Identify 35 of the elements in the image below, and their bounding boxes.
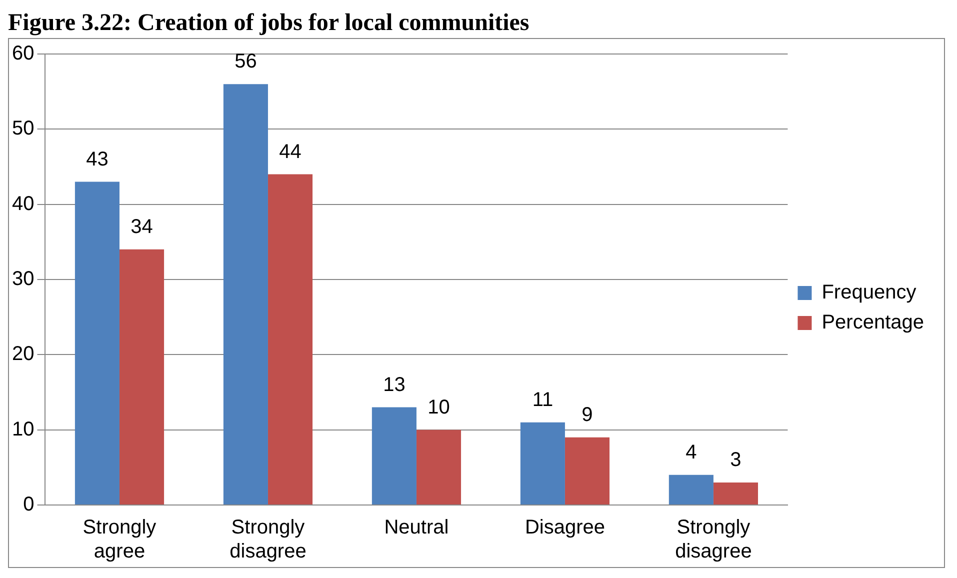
y-tick-label: 50 <box>12 118 34 140</box>
bar <box>372 407 416 504</box>
x-tick-label: Neutral <box>384 516 449 539</box>
data-label: 11 <box>532 388 554 411</box>
x-tick-label: Strongly disagree <box>230 516 306 563</box>
data-label: 56 <box>234 50 257 73</box>
data-label: 13 <box>383 374 406 396</box>
chart-title: Figure 3.22: Creation of jobs for local communities <box>8 9 530 38</box>
bar <box>74 182 120 504</box>
bar <box>416 430 462 504</box>
y-tick-label: 30 <box>12 268 34 290</box>
data-label: 3 <box>730 448 742 471</box>
x-tick-label: Strongly disagree <box>675 516 752 563</box>
y-tick-label: 0 <box>23 494 34 516</box>
y-tick-label: 40 <box>12 192 34 215</box>
legend-label: Percentage <box>822 312 924 334</box>
bar <box>268 174 313 504</box>
bar <box>223 84 268 504</box>
bar <box>564 437 610 504</box>
bar <box>713 482 758 504</box>
x-tick-label: Strongly agree <box>82 516 156 563</box>
data-label: 4 <box>686 441 697 464</box>
legend-label: Frequency <box>822 282 916 304</box>
bar <box>520 422 565 504</box>
data-label: 10 <box>428 396 450 418</box>
bar <box>668 474 714 504</box>
data-label: 44 <box>279 140 302 163</box>
data-label: 9 <box>582 404 593 426</box>
data-label: 43 <box>86 148 108 170</box>
x-tick-label: Disagree <box>524 516 605 539</box>
y-tick-label: 10 <box>12 418 34 440</box>
bar <box>119 249 164 504</box>
y-tick-label: 60 <box>12 42 34 65</box>
data-label: 34 <box>130 216 153 238</box>
y-tick-label: 20 <box>12 343 34 366</box>
